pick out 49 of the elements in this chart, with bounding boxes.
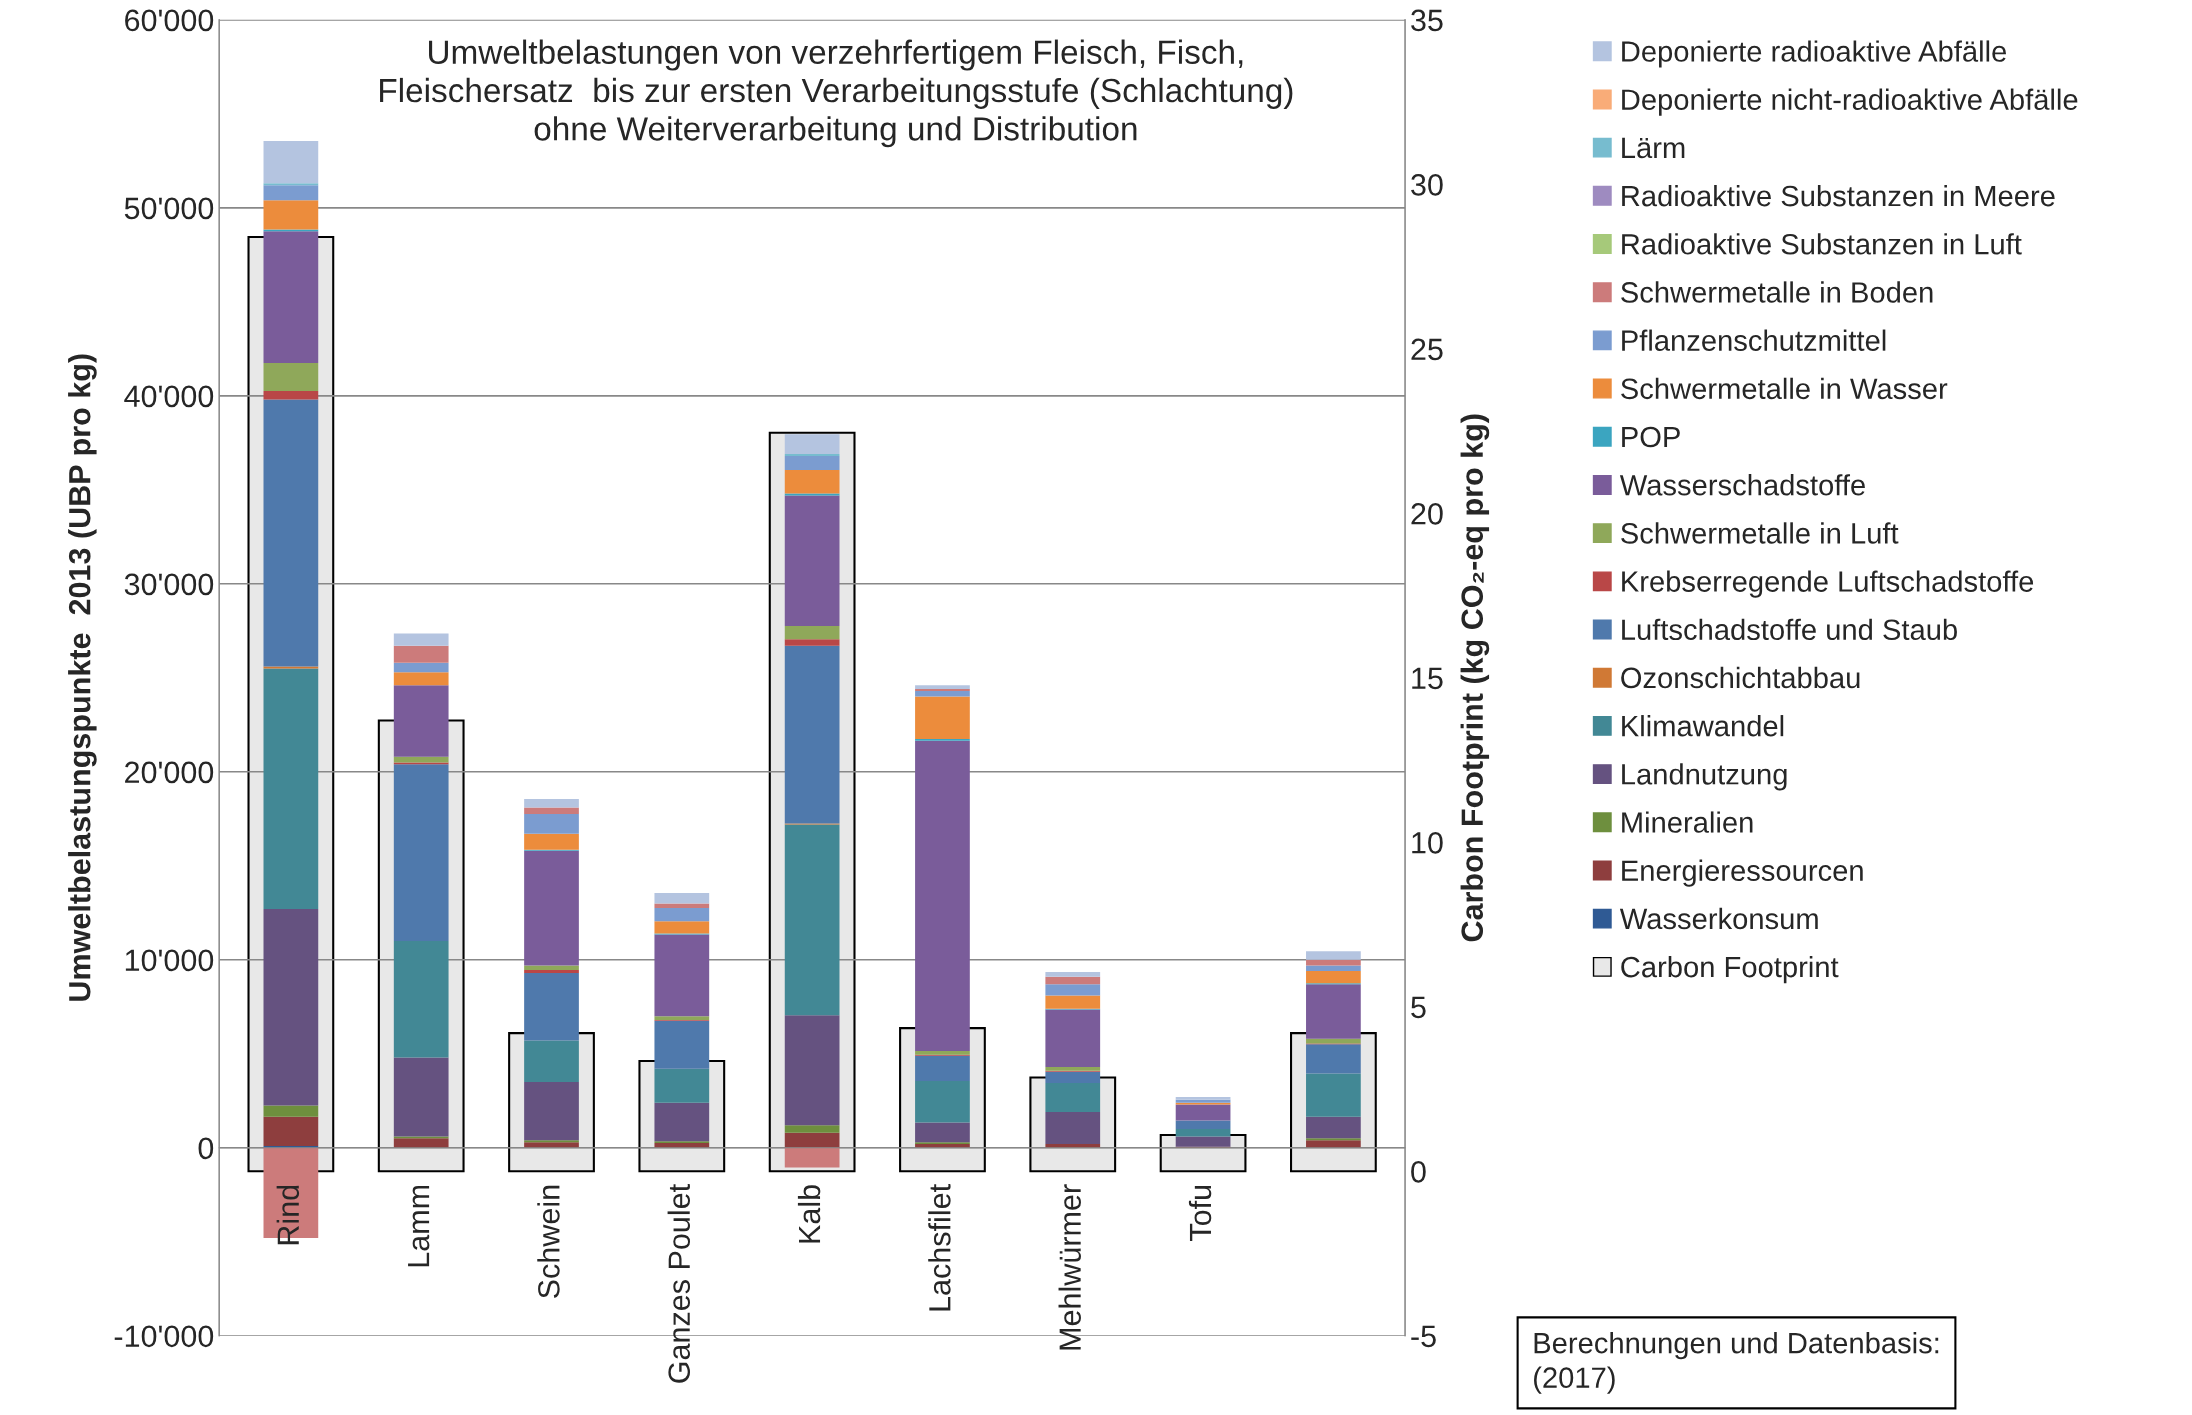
legend-label: Krebserregende Luftschadstoffe xyxy=(1622,570,2034,598)
legend-label: Schwermetalle in Wasser xyxy=(1621,377,1948,400)
y-tick-label: 40'000 xyxy=(124,385,214,408)
y-tick-label: 50'000 xyxy=(124,197,214,220)
x-tick-label: Lamm xyxy=(408,1185,430,1267)
legend-label: Schwermetalle in Luft xyxy=(1621,522,1899,544)
x-tick-label: Schwein xyxy=(537,1185,560,1298)
legend-label: Deponierte nicht-radioaktive Abfälle xyxy=(1622,88,2078,116)
y2-tick-label: 15 xyxy=(1412,667,1443,690)
x-tick-label: Tofu xyxy=(1188,1185,1212,1241)
y-tick-label: 0 xyxy=(198,1137,214,1160)
legend-label: Landnutzung xyxy=(1622,763,1787,791)
y-tick-label: -10'000 xyxy=(114,1325,214,1348)
legend-label: Pflanzenschutzmittel xyxy=(1622,329,1886,351)
legend-label: Ozonschichtabbau xyxy=(1621,666,1860,689)
y2-axis-title: Carbon Footprint (kg CO₂-eq pro kg) xyxy=(1460,414,1490,942)
legend-label: Energieressourcen xyxy=(1622,859,1863,887)
legend-label: Wasserkonsum xyxy=(1619,907,1818,930)
y-axis-title: Umweltbelastungspunkte 2013 (UBP pro kg) xyxy=(68,354,97,1001)
legend-label: Radioaktive Substanzen in Luft xyxy=(1622,233,2022,255)
x-tick-label: Kalb xyxy=(797,1185,821,1243)
legend-label: Radioaktive Substanzen in Meere xyxy=(1622,184,2055,207)
legend-label: Mineralien xyxy=(1622,811,1753,833)
y2-tick-label: 20 xyxy=(1411,503,1443,525)
y2-tick-label: -5 xyxy=(1411,1325,1436,1348)
y2-tick-label: 0 xyxy=(1411,1161,1426,1183)
y-tick-label: 20'000 xyxy=(125,761,214,784)
x-tick-label: Rind xyxy=(276,1185,300,1245)
legend-label: Schwermetalle in Boden xyxy=(1621,281,1933,303)
y-tick-label: 10'000 xyxy=(125,949,214,972)
text: Berechnungen und Datenbasis: (2017) xyxy=(1534,1332,1939,1394)
y2-tick-label: 35 xyxy=(1411,9,1443,32)
legend-label: Klimawandel xyxy=(1622,715,1784,737)
y2-tick-label: 10 xyxy=(1412,832,1443,854)
y-tick-label: 30'000 xyxy=(124,573,214,596)
text: Umweltbelastungen von verzehrfertigem Fleisch, Fisch, Fleischersatz bis zur ersten Verarbeitungsstufe (Schlachtung) ohne Weiterverarbeitung und Distribution xyxy=(380,39,1293,148)
y2-tick-label: 25 xyxy=(1411,338,1443,361)
x-tick-label: Ganzes Poulet xyxy=(667,1184,691,1383)
x-tick-label: Lachsfilet xyxy=(928,1184,951,1311)
legend-label: Carbon Footprint xyxy=(1621,955,1839,984)
legend-label: Luftschadstoffe und Staub xyxy=(1622,618,1957,641)
x-tick-label: Mehlwürmer xyxy=(1058,1184,1081,1350)
y2-tick-label: 30 xyxy=(1411,174,1443,196)
y-tick-label: 60'000 xyxy=(125,9,214,32)
legend-label: POP xyxy=(1622,426,1680,448)
y2-tick-label: 5 xyxy=(1411,996,1426,1019)
legend-label: Wasserschadstoffe xyxy=(1619,474,1865,496)
legend-label: Lärm xyxy=(1622,137,1685,159)
legend-label: Deponierte radioaktive Abfälle xyxy=(1622,40,2006,68)
